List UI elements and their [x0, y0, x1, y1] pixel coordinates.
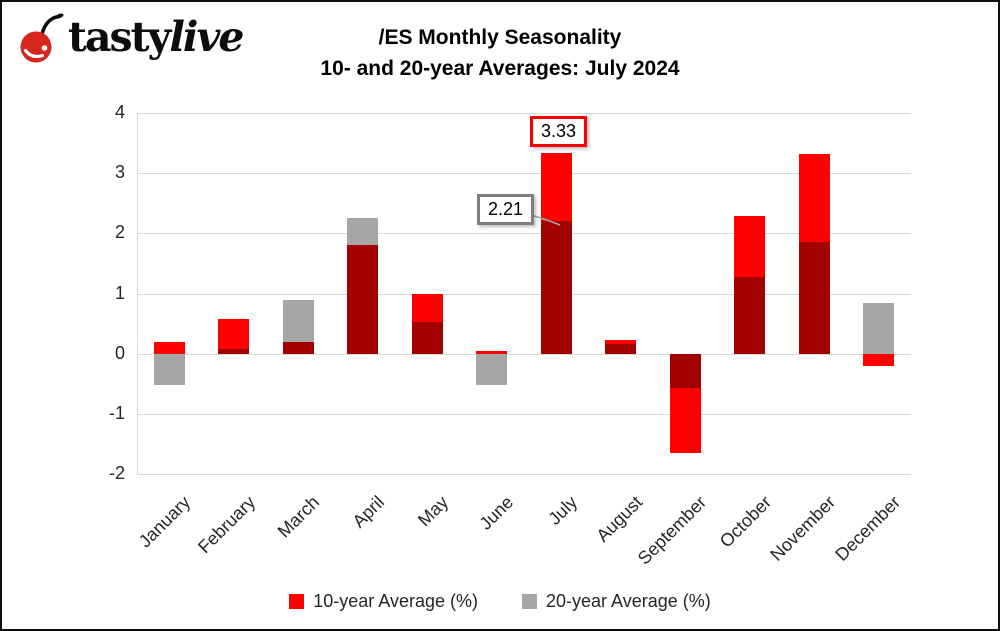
legend-swatch-10yr	[289, 594, 305, 609]
bar-july-10yr	[540, 153, 572, 221]
tastylive-logo: tastylive	[16, 10, 244, 64]
bar-june-20yr	[476, 353, 508, 385]
gridline-y-1	[137, 293, 911, 295]
legend-swatch-20yr	[522, 594, 537, 609]
bar-august-10yr	[605, 340, 637, 345]
bar-may-10yr	[411, 293, 443, 322]
data-label-july-20yr: 2.21	[477, 194, 535, 225]
bar-april-20yr	[347, 217, 379, 246]
gridline-y-0	[137, 353, 911, 355]
x-label-may: May	[414, 492, 453, 531]
x-label-december: December	[831, 492, 904, 565]
legend-item-20yr: 20-year Average (%)	[522, 591, 711, 612]
x-label-october: October	[715, 492, 775, 552]
y-tick-label-4: 4	[114, 102, 125, 122]
gridline-y--1	[137, 413, 911, 415]
legend: 10-year Average (%) 20-year Average (%)	[2, 591, 998, 612]
x-label-july: July	[544, 492, 582, 529]
x-label-november: November	[766, 492, 840, 565]
chart-subtitle: 10- and 20-year Averages: July 2024	[320, 57, 680, 80]
bar-february-10yr	[218, 319, 250, 349]
bar-october-overlap	[734, 277, 766, 354]
bar-november-overlap	[798, 242, 830, 354]
x-label-january: January	[134, 492, 195, 552]
bar-december-20yr	[863, 302, 895, 354]
y-tick-label-0: 0	[114, 342, 125, 363]
bar-march-20yr	[282, 299, 314, 342]
chart-title: /ES Monthly Seasonality	[378, 26, 622, 49]
bar-november-10yr	[798, 153, 830, 243]
legend-label-20yr: 20-year Average (%)	[546, 591, 711, 611]
x-label-september: September	[633, 492, 711, 569]
bar-may-overlap	[411, 321, 443, 354]
x-label-march: March	[273, 492, 324, 542]
bar-january-10yr	[153, 341, 185, 354]
gridline-y-2	[137, 233, 911, 235]
y-tick-label-3: 3	[114, 162, 125, 183]
cherry-icon	[16, 10, 66, 64]
gridline-y-4	[137, 113, 911, 114]
bar-march-overlap	[282, 341, 314, 354]
data-label-july-10yr-value: 3.33	[541, 121, 577, 141]
plot-area	[137, 113, 911, 475]
brand-tasty: tasty	[68, 13, 171, 61]
y-tick-label-1: 1	[114, 282, 125, 303]
y-tick-label--1: -1	[108, 402, 125, 423]
bar-april-overlap	[347, 245, 379, 354]
x-label-june: June	[475, 492, 517, 534]
bar-january-20yr	[153, 353, 185, 385]
bar-december-10yr	[863, 353, 895, 366]
chart-title-block: /ES Monthly Seasonality 10- and 20-year …	[152, 22, 848, 84]
y-tick-label--2: -2	[108, 463, 125, 483]
bar-october-10yr	[734, 216, 766, 278]
brand-live: live	[169, 13, 244, 61]
brand-text: tastylive	[68, 11, 244, 63]
bar-june-10yr	[476, 350, 508, 354]
x-label-february: February	[193, 492, 259, 558]
bar-september-overlap	[669, 353, 701, 388]
y-tick-label-2: 2	[114, 222, 125, 243]
data-label-july-10yr: 3.33	[530, 116, 588, 147]
data-label-july-20yr-value: 2.21	[488, 199, 524, 219]
bar-september-10yr	[669, 387, 701, 453]
gridline-y-3	[137, 173, 911, 175]
legend-item-10yr: 10-year Average (%)	[289, 591, 478, 612]
x-label-april: April	[348, 492, 388, 532]
legend-label-10yr: 10-year Average (%)	[313, 591, 478, 611]
bar-july-overlap	[540, 220, 572, 354]
bar-february-overlap	[218, 348, 250, 354]
x-label-august: August	[592, 492, 646, 546]
bar-august-overlap	[605, 344, 637, 354]
gridline-y--2	[137, 474, 911, 475]
